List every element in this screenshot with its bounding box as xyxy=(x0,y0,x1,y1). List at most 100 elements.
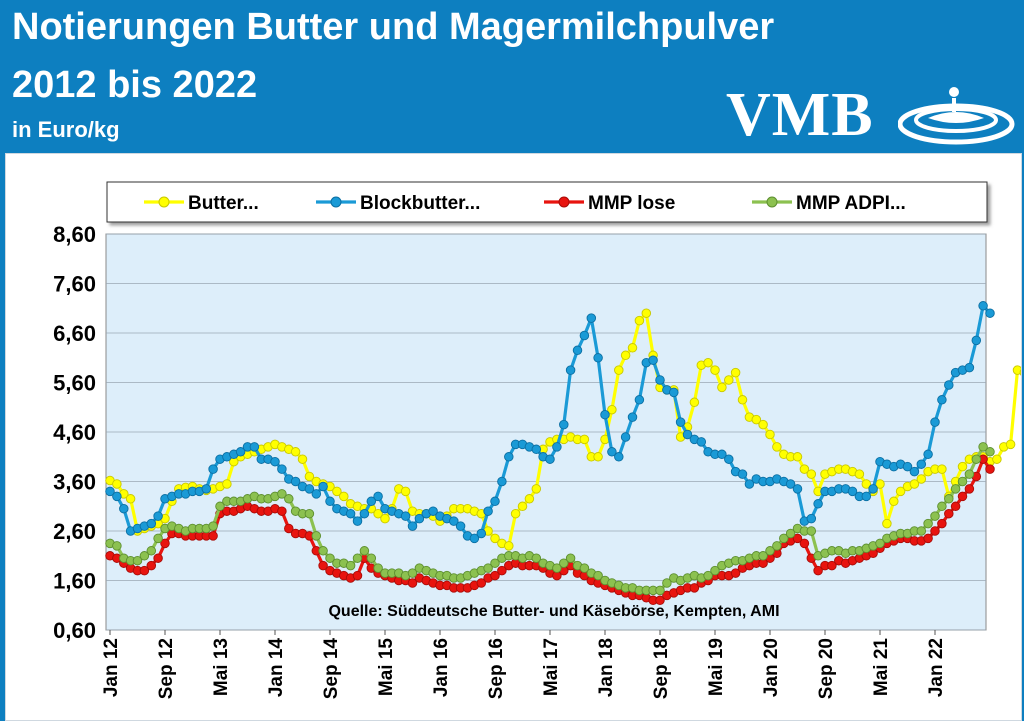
legend-label: MMP ADPI... xyxy=(796,193,906,214)
data-point xyxy=(579,434,590,445)
y-axis-ticks: 8,60 7,60 6,60 5,60 4,60 3,60 2,60 1,60 0,60 xyxy=(53,222,96,643)
vmb-logo: VMB xyxy=(726,82,1016,152)
data-point xyxy=(208,531,218,541)
data-point xyxy=(235,447,246,457)
header-banner: Notierungen Butter und Magermilchpulver … xyxy=(0,0,1024,148)
data-point xyxy=(565,553,576,563)
data-point xyxy=(504,452,514,462)
x-tick-label: Jan 12 xyxy=(101,638,122,697)
y-tick-label: 2,60 xyxy=(53,519,96,544)
data-point xyxy=(345,560,356,571)
data-point xyxy=(985,464,995,474)
data-point xyxy=(455,521,466,531)
data-point xyxy=(559,558,569,568)
data-point xyxy=(476,528,487,539)
data-point xyxy=(813,565,823,576)
data-point xyxy=(930,511,940,521)
data-point xyxy=(916,459,927,469)
data-point xyxy=(490,496,500,507)
data-point xyxy=(332,486,342,497)
page-title: Notierungen Butter und Magermilchpulver xyxy=(12,6,775,48)
data-point xyxy=(524,494,535,504)
data-point xyxy=(593,353,603,363)
data-point xyxy=(545,454,555,464)
data-point xyxy=(490,558,500,568)
data-point xyxy=(208,521,218,531)
data-point xyxy=(277,506,287,516)
data-point xyxy=(531,444,542,455)
data-point xyxy=(311,489,322,499)
data-point xyxy=(724,454,734,464)
milk-splash-icon xyxy=(898,87,1015,145)
legend-label: MMP lose xyxy=(588,193,675,214)
data-point xyxy=(620,350,631,361)
data-point xyxy=(125,494,136,504)
data-point xyxy=(407,521,418,531)
data-point xyxy=(201,484,212,494)
data-point xyxy=(497,476,507,487)
source-note: Quelle: Süddeutsche Butter- und Käsebörs… xyxy=(328,603,779,620)
data-point xyxy=(964,362,975,373)
data-point xyxy=(758,419,768,430)
data-point xyxy=(799,538,810,549)
data-point xyxy=(730,367,741,378)
data-point xyxy=(483,563,493,573)
data-point xyxy=(249,442,260,452)
data-point xyxy=(957,491,968,502)
data-point xyxy=(112,479,122,489)
data-point xyxy=(717,382,727,393)
data-point xyxy=(373,563,383,573)
data-point xyxy=(847,486,858,497)
data-point xyxy=(937,518,947,529)
x-tick-label: Mai 17 xyxy=(541,638,562,696)
y-tick-label: 8,60 xyxy=(53,222,96,247)
data-point xyxy=(105,486,115,497)
data-point xyxy=(868,484,878,494)
series-layer xyxy=(105,301,1021,606)
data-point xyxy=(139,565,150,576)
data-point xyxy=(400,486,411,497)
data-point xyxy=(449,516,459,526)
data-point xyxy=(950,501,961,512)
data-point xyxy=(655,375,665,385)
data-point xyxy=(352,516,363,526)
data-point xyxy=(971,335,982,346)
data-point xyxy=(490,570,500,581)
y-tick-label: 7,60 xyxy=(53,272,96,297)
data-point xyxy=(290,447,301,457)
data-point xyxy=(923,449,933,460)
data-point xyxy=(937,395,947,405)
data-point xyxy=(950,484,961,494)
data-point xyxy=(112,491,122,502)
x-tick-label: Jan 18 xyxy=(596,638,617,697)
data-point xyxy=(304,484,315,494)
data-point xyxy=(352,553,363,563)
legend-swatch-marker xyxy=(330,196,342,208)
data-point xyxy=(469,533,480,544)
data-point xyxy=(153,553,163,563)
data-point xyxy=(806,513,817,524)
data-point xyxy=(648,355,658,365)
data-point xyxy=(710,565,720,576)
data-point xyxy=(799,464,810,474)
data-point xyxy=(552,563,562,573)
data-point xyxy=(359,508,370,519)
data-point xyxy=(318,560,328,571)
x-tick-label: Mai 19 xyxy=(706,638,727,696)
data-point xyxy=(614,365,624,375)
x-tick-label: Jan 22 xyxy=(926,638,947,697)
y-tick-label: 3,60 xyxy=(53,470,96,495)
legend-label: Blockbutter... xyxy=(360,193,480,214)
data-point xyxy=(215,501,225,512)
data-point xyxy=(964,484,975,494)
data-point xyxy=(737,469,748,479)
data-point xyxy=(985,447,995,457)
x-tick-label: Sep 14 xyxy=(321,638,342,700)
data-point xyxy=(682,429,693,440)
data-point xyxy=(772,541,782,551)
legend-swatch-marker xyxy=(766,196,778,208)
data-point xyxy=(146,518,157,529)
data-point xyxy=(476,578,487,588)
data-point xyxy=(923,533,933,544)
legend-swatch-marker xyxy=(158,196,170,208)
